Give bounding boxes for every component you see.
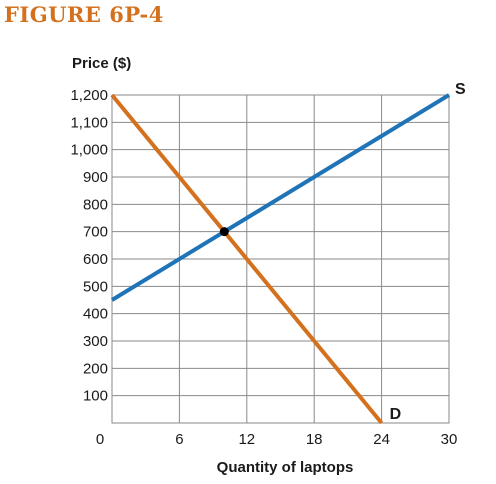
supply-line	[110, 93, 451, 302]
y-tick-label: 700	[83, 224, 108, 241]
y-tick-label: 1,200	[70, 87, 108, 104]
grid	[111, 94, 450, 424]
y-tick-label: 800	[83, 196, 108, 213]
y-tick-labels: 100 200 300 400 500 600 700 800 900 1,000 1,100 1,2…	[70, 87, 108, 405]
x-tick-label: 6	[175, 431, 183, 448]
y-tick-label: 1,100	[70, 114, 108, 131]
demand-label: D	[390, 406, 402, 423]
y-tick-label: 400	[83, 306, 108, 323]
x-tick-label: 18	[306, 431, 323, 448]
y-tick-label: 500	[83, 278, 108, 295]
y-tick-label: 100	[83, 388, 108, 405]
x-tick-label: 30	[441, 431, 458, 448]
equilibrium-point	[219, 227, 229, 237]
y-tick-label: 1,000	[70, 142, 108, 159]
x-tick-label: 24	[373, 431, 390, 448]
series-lines: SD	[110, 81, 466, 425]
figure-title: FIGURE 6P-4	[4, 2, 164, 27]
demand-line	[110, 93, 384, 425]
y-tick-label: 600	[83, 251, 108, 268]
origin-label: 0	[96, 431, 104, 448]
y-tick-label: 300	[83, 333, 108, 350]
supply-label: S	[455, 81, 466, 98]
y-axis-title: Price ($)	[72, 55, 131, 72]
y-tick-label: 900	[83, 169, 108, 186]
y-tick-label: 200	[83, 360, 108, 377]
x-tick-labels: 6 12 18 24 30	[175, 431, 457, 448]
x-axis-title: Quantity of laptops	[217, 459, 354, 476]
x-tick-label: 12	[238, 431, 255, 448]
